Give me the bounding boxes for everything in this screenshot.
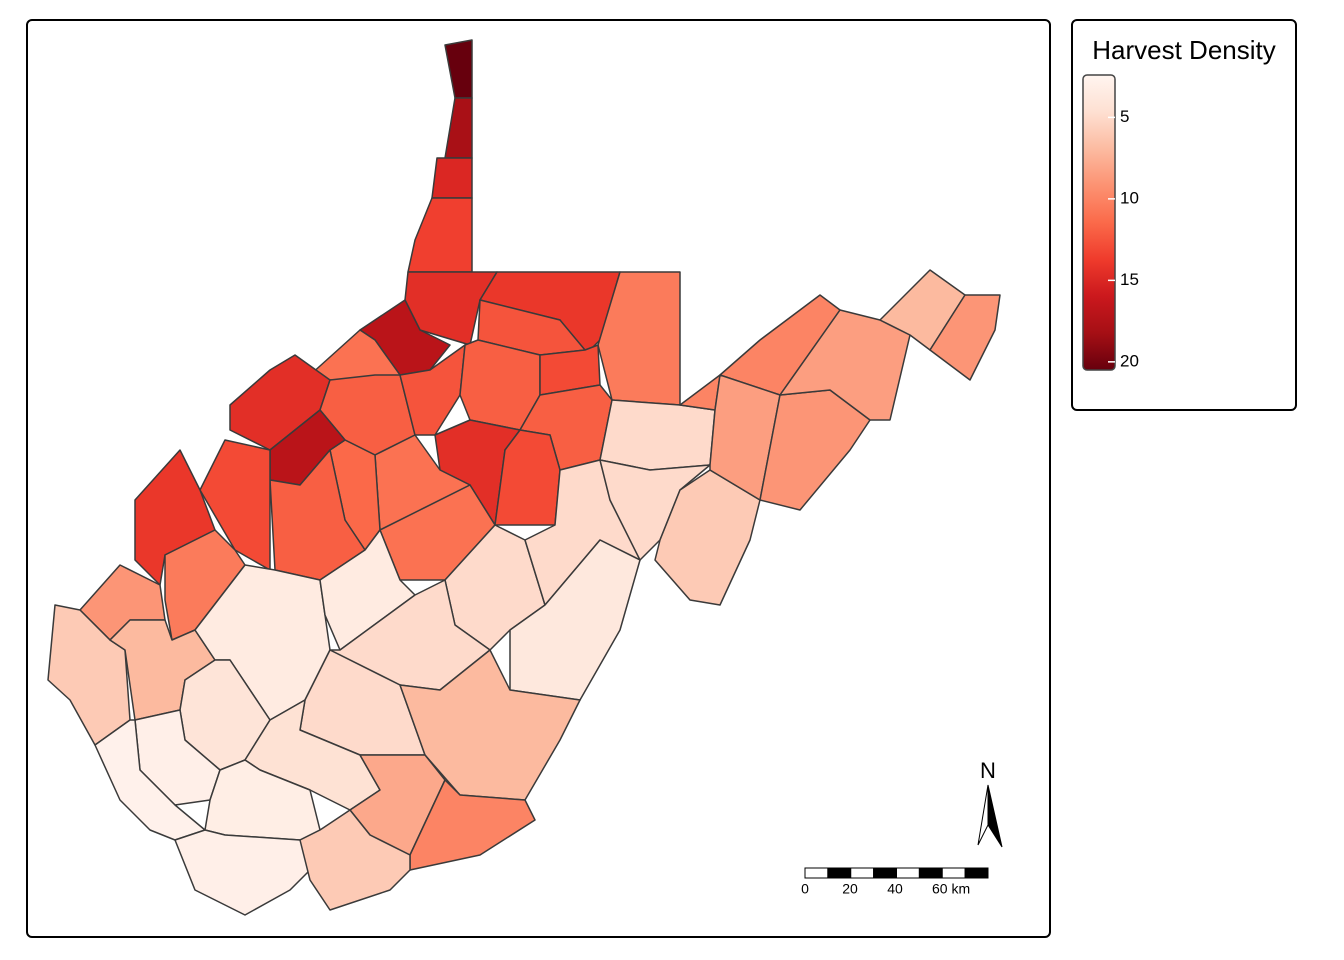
county [929,294,1001,381]
scale-bar: 0 20 40 60 km [801,867,989,897]
counties [47,39,1001,916]
county [299,809,411,911]
legend-title: Harvest Density [1092,35,1276,65]
county [539,344,601,396]
legend-tick-label: 20 [1120,351,1139,370]
legend-tick-label: 5 [1120,107,1129,126]
legend-tick-label: 10 [1120,188,1139,207]
scale-segment [964,867,989,879]
county [779,309,911,421]
scale-segment [941,867,966,879]
legend-frame [1071,19,1297,411]
scale-label: 20 [842,881,858,897]
county [654,469,761,606]
legend-tick-label: 15 [1120,270,1139,289]
county [399,649,581,801]
north-arrow-right [987,784,1003,848]
north-label: N [980,758,996,783]
county [319,529,416,651]
scale-label: 60 km [932,881,970,897]
scale-segment [827,867,852,879]
scale-label: 40 [887,881,903,897]
scale-segment [896,867,920,879]
county [94,719,206,841]
county [431,157,473,199]
scale-segment [804,867,829,879]
county [199,439,271,571]
scale-segment [850,867,875,879]
scale-label: 0 [801,881,809,897]
legend-color-bar [1082,74,1116,371]
scale-segment [918,867,943,879]
county [599,399,716,471]
scale-segment [873,867,897,879]
